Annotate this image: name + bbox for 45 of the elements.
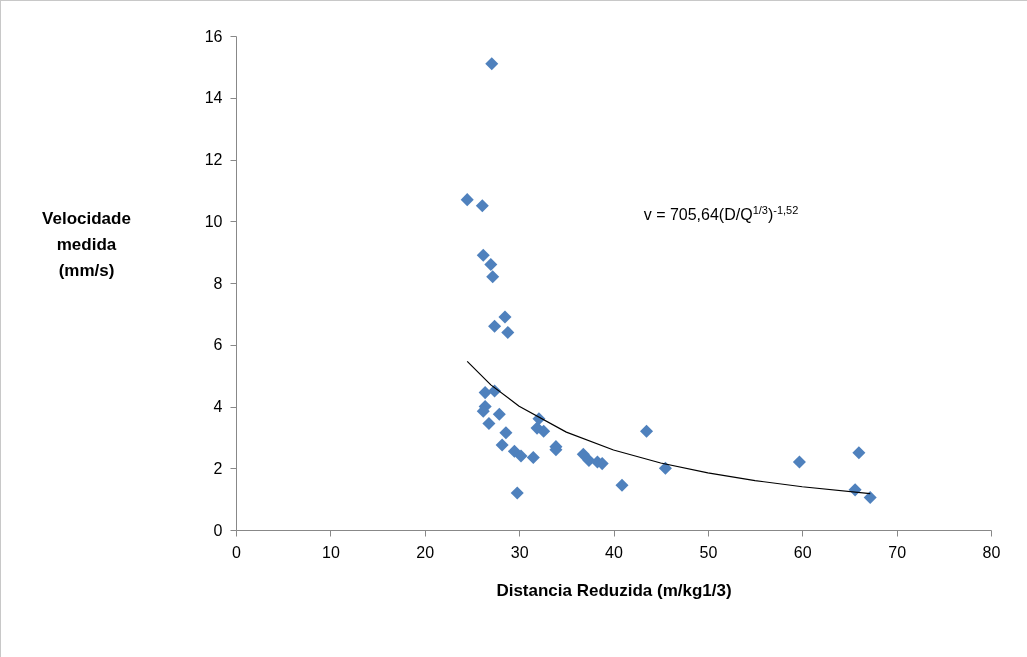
point	[475, 199, 489, 213]
point	[510, 486, 524, 500]
point	[495, 438, 509, 452]
point	[476, 248, 490, 262]
y-axis-title: Velocidade medida (mm/s)	[42, 209, 131, 281]
point	[484, 257, 498, 271]
y-tick-label: 6	[213, 336, 223, 354]
y-tick-label: 10	[204, 212, 223, 230]
point	[658, 461, 672, 475]
point	[460, 193, 474, 207]
x-tick-label: 50	[699, 543, 718, 561]
point	[488, 319, 502, 333]
point	[498, 310, 512, 324]
y-tick-label: 2	[213, 459, 223, 477]
y-tick-label: 14	[204, 89, 223, 107]
x-tick-label: 40	[605, 543, 623, 561]
point	[486, 270, 500, 284]
point	[526, 450, 540, 464]
x-tick-label: 0	[232, 543, 242, 561]
x-tick-label: 20	[416, 543, 435, 561]
point	[792, 455, 806, 469]
point	[863, 491, 877, 505]
annotation: v = 705,64(D/Q$^{1/3}$)$^{-1,52}$	[643, 203, 799, 225]
point	[492, 407, 506, 421]
point	[640, 424, 654, 438]
point	[537, 424, 551, 438]
x-tick-label: 80	[982, 543, 1001, 561]
point	[615, 478, 629, 492]
point	[478, 386, 492, 400]
point	[499, 426, 513, 440]
y-tick-label: 16	[204, 27, 223, 45]
x-tick-label: 10	[321, 543, 340, 561]
y-tick-label: 12	[204, 151, 223, 168]
point	[485, 57, 499, 71]
y-tick-label: 0	[213, 521, 223, 539]
point	[501, 325, 515, 339]
x-tick-label: 60	[793, 543, 812, 561]
y-tick-label: 4	[213, 398, 223, 415]
point	[482, 416, 496, 430]
x-tick-label: 70	[888, 543, 907, 561]
point	[852, 446, 866, 460]
x-axis-title: Distancia Reduzida (m/kg1/3)	[496, 580, 732, 600]
y-tick-label: 8	[213, 274, 223, 292]
x-tick-label: 30	[510, 543, 529, 561]
point	[514, 449, 528, 463]
